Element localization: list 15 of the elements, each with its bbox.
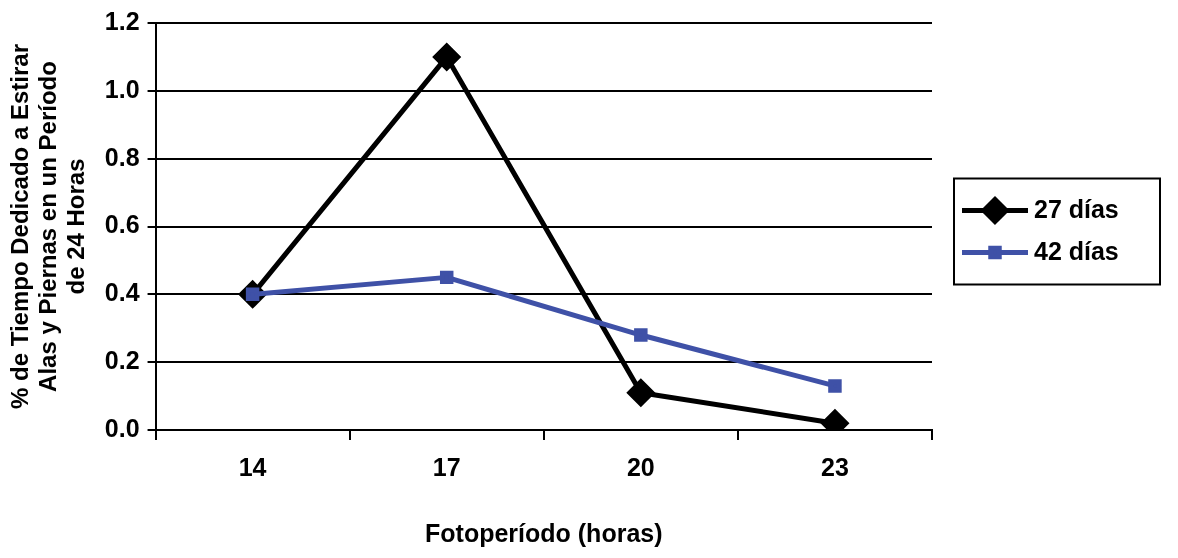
y-tick-label: 0.2 [104, 346, 140, 375]
x-tick-label: 17 [432, 452, 461, 481]
y-tick-label: 1.2 [104, 6, 140, 35]
x-tick-label: 23 [821, 452, 849, 481]
y-tick-label: 0.8 [104, 142, 140, 171]
legend-label: 27 días [1034, 195, 1119, 224]
y-tick-label: 0.0 [104, 413, 140, 442]
legend-label: 42 días [1034, 237, 1119, 266]
y-tick-label: 0.4 [104, 278, 140, 307]
x-tick-label: 20 [626, 452, 655, 481]
x-tick-label: 14 [238, 452, 267, 481]
y-tick-label: 0.6 [104, 210, 140, 239]
y-tick-label: 1.0 [104, 74, 140, 103]
x-axis-title: Fotoperíodo (horas) [425, 518, 663, 547]
y-axis-title: % de Tiempo Dedicado a Estirar Alas y Piernas en un Período de 24 Horas [6, 43, 89, 410]
